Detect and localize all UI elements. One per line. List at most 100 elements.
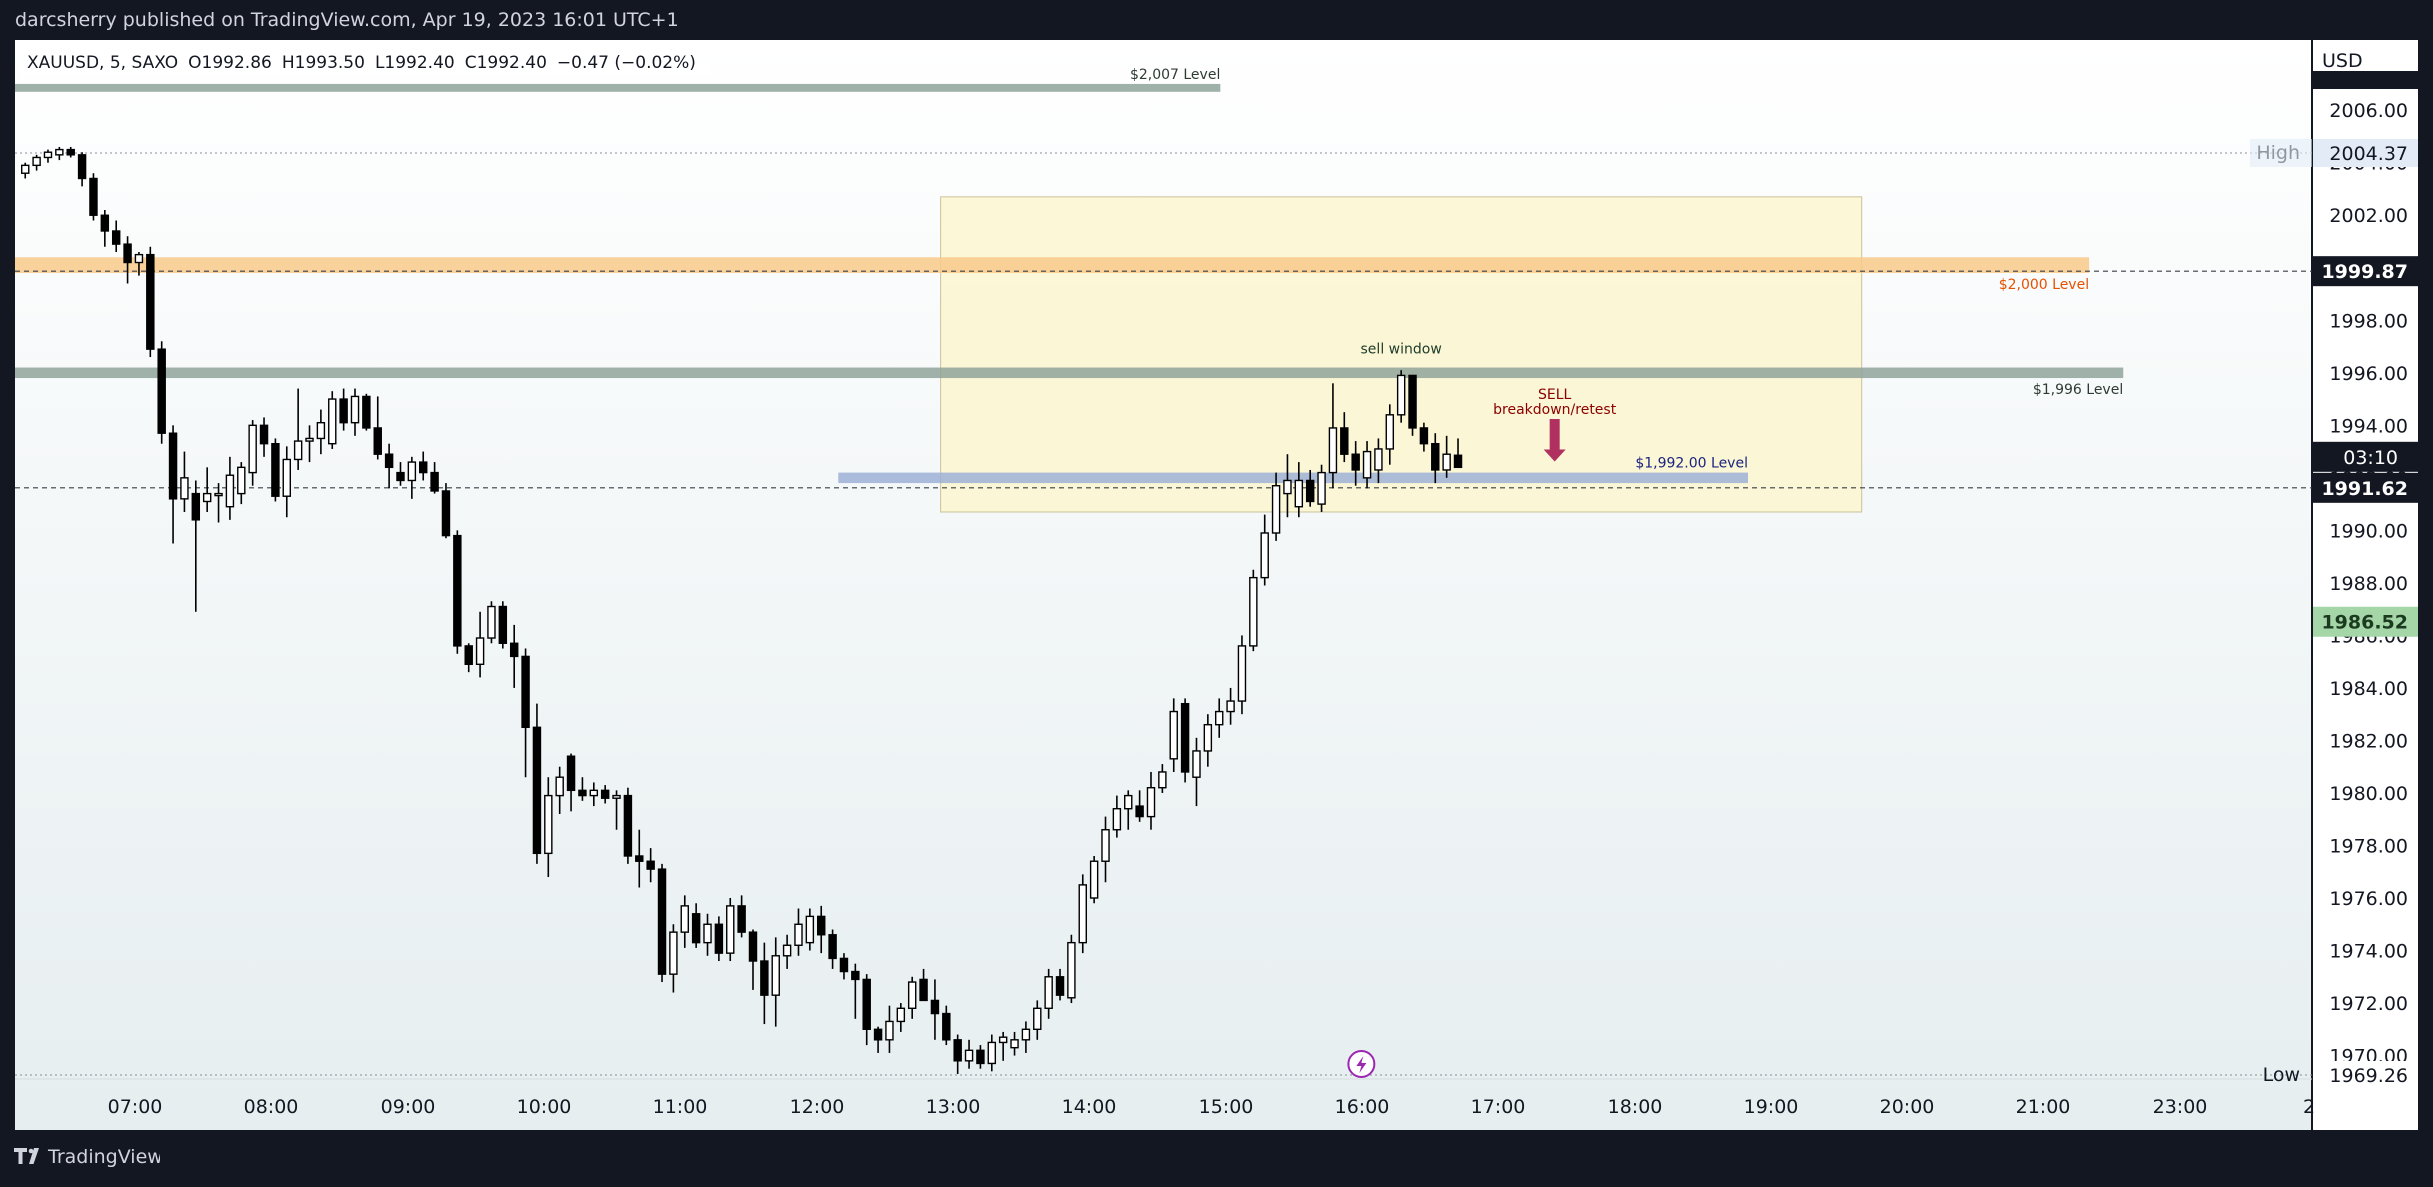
candle-body	[885, 1020, 894, 1041]
price-badge[interactable]: 03:10 1991.62	[2313, 441, 2418, 503]
time-tick-label: 10:00	[517, 1096, 572, 1118]
candle-down	[146, 246, 155, 358]
candle-up	[680, 895, 689, 948]
sell-window-label: sell window	[1361, 342, 1442, 358]
candle-body	[282, 458, 291, 497]
candle-body	[396, 471, 405, 482]
candle-body	[89, 177, 98, 216]
candle-up	[180, 451, 189, 512]
candle-up	[316, 409, 326, 455]
price-tick-label: 1974.00	[2329, 941, 2408, 963]
candle-body	[566, 755, 576, 792]
price-badge[interactable]: 1986.52	[2313, 606, 2418, 637]
candle-up	[293, 388, 303, 470]
tradingview-logo[interactable]: TradingView	[0, 1130, 163, 1183]
legend-background	[20, 48, 711, 76]
candle-body	[794, 923, 803, 946]
tradingview-logo-icon	[14, 1148, 39, 1164]
candle-body	[1101, 829, 1110, 862]
candle-up	[544, 777, 553, 877]
candle-body	[669, 931, 678, 975]
price-tick-label: 1978.00	[2329, 835, 2408, 857]
candle-body	[737, 905, 746, 933]
countdown-badge-bg	[2313, 441, 2418, 472]
price-tick-label: 1972.00	[2329, 993, 2408, 1015]
candle-body	[168, 432, 178, 500]
candle-down	[919, 968, 928, 1002]
candle-body	[646, 860, 655, 870]
publish-info-bar: darcsherry published on TradingView.com,…	[0, 0, 2433, 40]
candle-body	[657, 868, 667, 975]
candle-up	[1021, 1021, 1031, 1053]
candle-body	[919, 978, 928, 1002]
sell-arrow-icon	[1543, 419, 1566, 462]
candle-down	[1351, 441, 1360, 486]
price-tick-label: 2006.00	[2329, 100, 2408, 122]
time-tick-label: 18:00	[1608, 1096, 1663, 1118]
legend-symbol[interactable]: XAUUSD, 5, SAXO	[27, 53, 178, 73]
candle-down	[100, 209, 110, 247]
time-tick-label: 13:00	[926, 1096, 981, 1118]
candle-body	[1431, 443, 1440, 471]
time-tick-label: 07:00	[108, 1096, 163, 1118]
candle-up	[282, 446, 291, 518]
candle-down	[578, 777, 587, 801]
candle-body	[976, 1049, 985, 1065]
candle-up	[1078, 874, 1087, 954]
candle-up	[1249, 569, 1258, 652]
price-badge[interactable]: 1999.87	[2313, 256, 2418, 287]
candle-body	[691, 913, 701, 944]
candle-down	[339, 388, 348, 431]
candle-body	[1033, 1007, 1042, 1031]
candle-body	[191, 492, 201, 521]
candle-body	[498, 605, 508, 644]
candle-up	[794, 908, 803, 956]
level-label: $2,007 Level	[1130, 67, 1220, 83]
candle-down	[691, 903, 701, 948]
candle-body	[1362, 450, 1372, 479]
candle-body	[1214, 710, 1224, 726]
candle-body	[748, 931, 758, 962]
candle-up	[1214, 698, 1224, 738]
candle-down	[930, 979, 940, 1040]
candle-up	[726, 898, 735, 962]
legend-open: O1992.86	[188, 53, 272, 73]
candle-body	[907, 981, 917, 1009]
candle-up	[350, 388, 360, 436]
time-tick-label: 20:00	[1880, 1096, 1935, 1118]
candle-body	[475, 637, 485, 665]
candle-down	[976, 1045, 985, 1069]
candle-up	[1033, 1000, 1042, 1040]
candle-body	[532, 726, 542, 855]
candle-body	[828, 934, 837, 960]
brand-name: TradingView	[47, 1146, 160, 1168]
candle-down	[953, 1034, 962, 1074]
candle-down	[191, 480, 201, 612]
candle-body	[1237, 645, 1247, 702]
candle-body	[32, 156, 41, 167]
price-axis-background[interactable]	[2312, 40, 2418, 1130]
candle-body	[1010, 1039, 1019, 1049]
candle-body	[1271, 485, 1281, 534]
price-chart[interactable]: $2,007 Level $2,000 Level $1,996 Level $1,9…	[0, 0, 2433, 1130]
candle-up	[1294, 462, 1304, 518]
candle-body	[1112, 808, 1122, 831]
candle-up	[703, 913, 712, 956]
legend-close: C1992.40	[465, 53, 547, 73]
candle-down	[77, 152, 87, 187]
candle-up	[1317, 464, 1326, 512]
candle-body	[293, 440, 303, 461]
candle-down	[600, 785, 610, 804]
candle-body	[464, 645, 473, 665]
candle-body	[521, 655, 530, 729]
candle-down	[851, 963, 860, 1019]
candle-body	[589, 789, 599, 797]
candle-body	[1260, 532, 1269, 579]
candle-body	[703, 923, 712, 944]
candle-body	[43, 151, 53, 159]
candle-down	[396, 462, 405, 486]
lightning-event-icon[interactable]	[1347, 1050, 1376, 1078]
candle-body	[1044, 976, 1053, 1009]
candle-body	[1408, 374, 1417, 429]
last-level-badge	[2313, 71, 2418, 89]
